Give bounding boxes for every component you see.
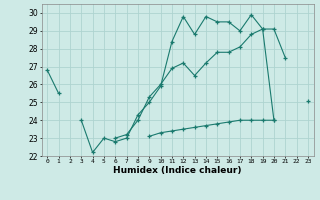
X-axis label: Humidex (Indice chaleur): Humidex (Indice chaleur) bbox=[113, 166, 242, 175]
